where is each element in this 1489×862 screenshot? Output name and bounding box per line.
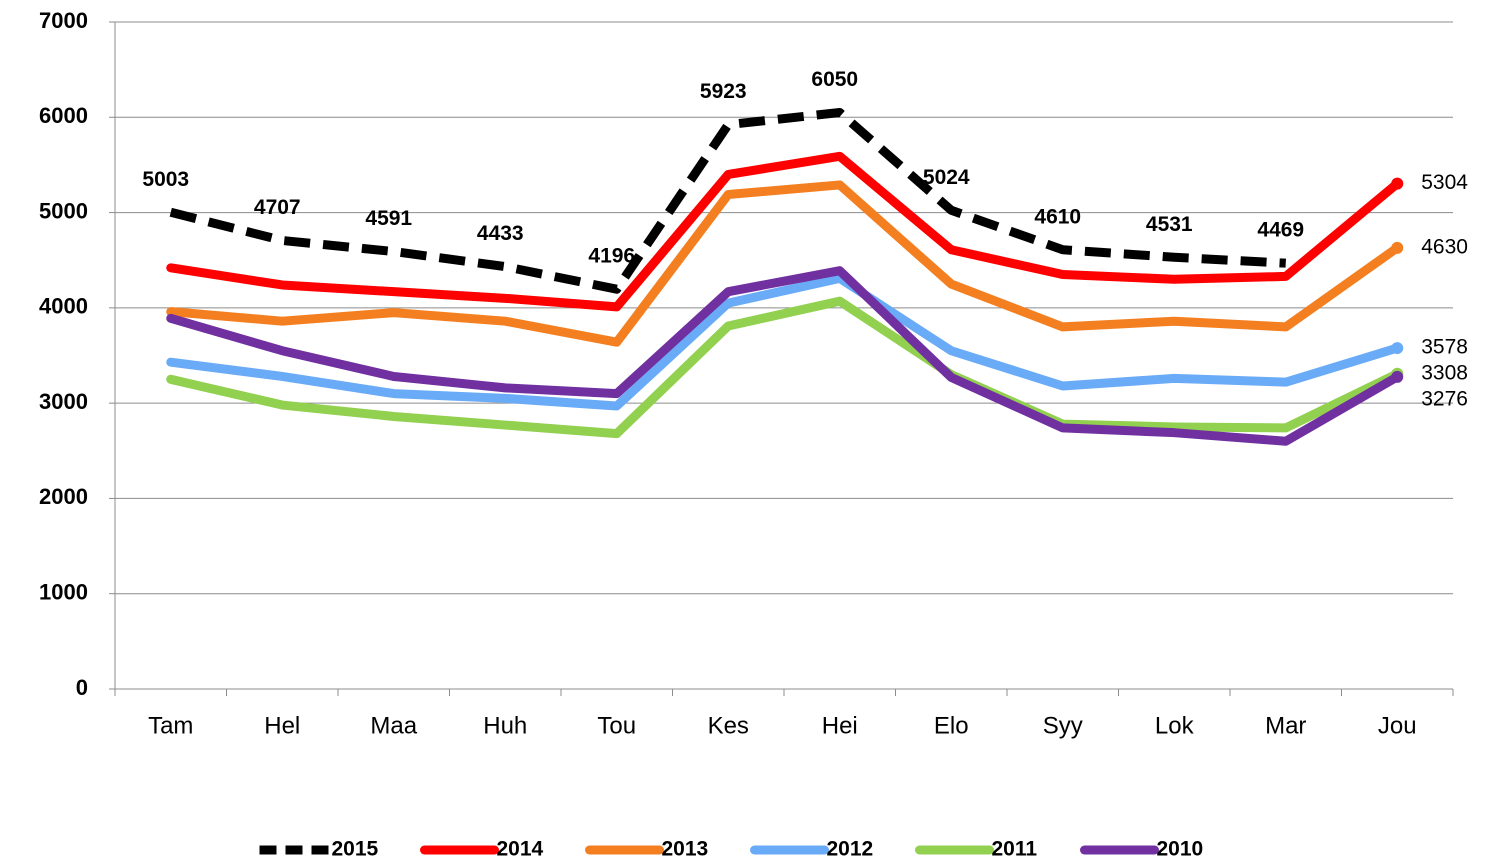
x-tick-label: Tou bbox=[597, 712, 636, 739]
x-tick-label: Kes bbox=[708, 712, 749, 739]
x-tick-label: Hei bbox=[822, 712, 858, 739]
data-label: 5304 bbox=[1421, 171, 1468, 194]
x-tick-label: Mar bbox=[1265, 712, 1306, 739]
end-point bbox=[1391, 177, 1404, 190]
y-tick-label: 3000 bbox=[39, 389, 88, 414]
x-tick-label: Lok bbox=[1155, 712, 1195, 739]
data-label: 4531 bbox=[1146, 213, 1193, 236]
legend-label: 2015 bbox=[332, 838, 379, 861]
legend-label: 2014 bbox=[497, 838, 544, 861]
legend-label: 2010 bbox=[1157, 838, 1204, 861]
x-tick-label: Tam bbox=[148, 712, 193, 739]
x-tick-label: Syy bbox=[1043, 712, 1083, 739]
data-label: 3276 bbox=[1421, 388, 1468, 411]
series-line bbox=[166, 151, 1402, 312]
series-line bbox=[166, 296, 1402, 439]
data-label: 4469 bbox=[1257, 219, 1304, 242]
end-point bbox=[1391, 370, 1404, 383]
x-tick-label: Hel bbox=[264, 712, 300, 739]
series-line bbox=[166, 266, 1402, 446]
legend-label: 2011 bbox=[992, 838, 1038, 861]
end-point bbox=[1391, 342, 1404, 355]
data-label: 4610 bbox=[1034, 205, 1081, 228]
legend-label: 2013 bbox=[662, 838, 709, 861]
y-tick-label: 2000 bbox=[39, 484, 88, 509]
data-label: 3308 bbox=[1421, 362, 1468, 385]
data-label: 4591 bbox=[365, 207, 412, 230]
end-point bbox=[1391, 241, 1404, 254]
data-label: 5024 bbox=[923, 166, 970, 189]
x-tick-label: Maa bbox=[370, 712, 417, 739]
y-tick-label: 7000 bbox=[39, 8, 88, 33]
data-label: 5923 bbox=[700, 80, 747, 103]
series-line bbox=[169, 108, 1286, 294]
x-tick-label: Elo bbox=[934, 712, 969, 739]
data-label: 4433 bbox=[477, 222, 524, 245]
data-label: 5003 bbox=[142, 168, 189, 191]
data-label: 4630 bbox=[1421, 235, 1468, 258]
x-tick-label: Jou bbox=[1378, 712, 1417, 739]
data-label: 3578 bbox=[1421, 336, 1468, 359]
data-label: 6050 bbox=[811, 68, 858, 91]
data-label: 4196 bbox=[588, 245, 635, 268]
legend-label: 2012 bbox=[827, 838, 874, 861]
data-label: 4707 bbox=[254, 196, 301, 219]
y-tick-label: 1000 bbox=[39, 580, 88, 605]
series-line bbox=[166, 180, 1402, 347]
y-tick-label: 6000 bbox=[39, 103, 88, 128]
y-tick-label: 4000 bbox=[39, 294, 88, 319]
series-line bbox=[166, 273, 1402, 411]
x-tick-label: Huh bbox=[483, 712, 527, 739]
y-tick-label: 5000 bbox=[39, 198, 88, 223]
y-tick-label: 0 bbox=[76, 675, 88, 700]
